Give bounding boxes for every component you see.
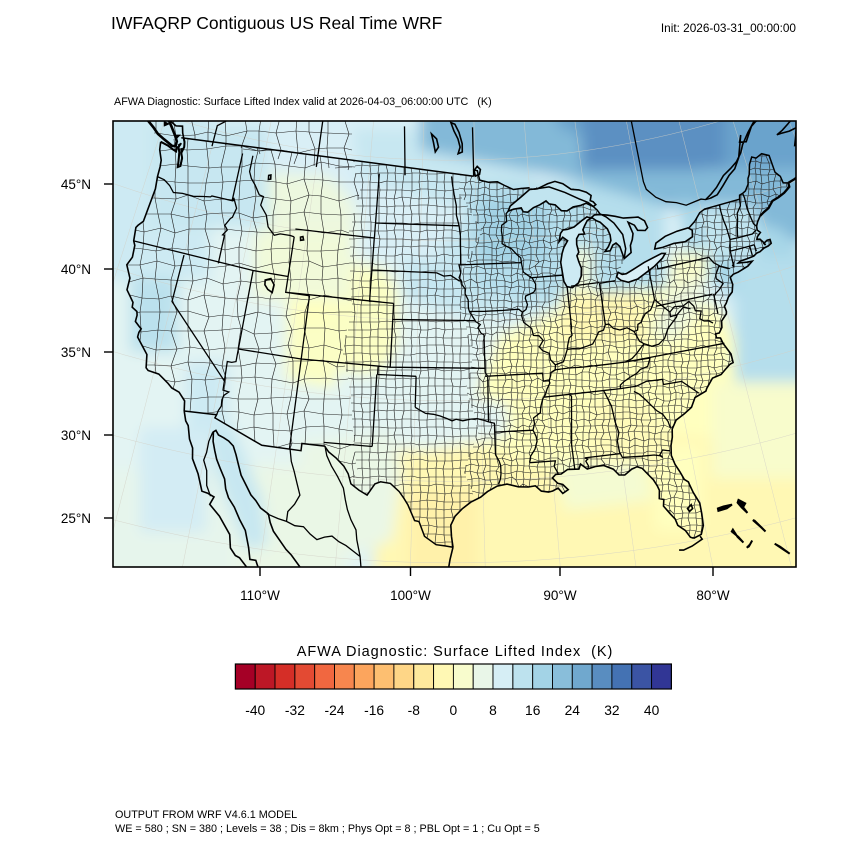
svg-text:-24: -24 — [325, 703, 345, 718]
svg-text:24: 24 — [565, 703, 581, 718]
svg-text:80°W: 80°W — [696, 588, 729, 603]
svg-text:100°W: 100°W — [390, 588, 431, 603]
svg-text:25°N: 25°N — [61, 511, 91, 526]
svg-text:AFWA Diagnostic: Surface Lifte: AFWA Diagnostic: Surface Lifted Index va… — [114, 96, 492, 108]
svg-text:-32: -32 — [285, 703, 305, 718]
svg-text:IWFAQRP Contiguous US Real Tim: IWFAQRP Contiguous US Real Time WRF — [111, 13, 442, 33]
svg-text:0: 0 — [450, 703, 458, 718]
svg-text:110°W: 110°W — [240, 588, 280, 603]
svg-text:40: 40 — [644, 703, 660, 718]
svg-text:90°W: 90°W — [543, 588, 576, 603]
svg-text:AFWA Diagnostic: Surface Lifte: AFWA Diagnostic: Surface Lifted Index (K… — [297, 644, 614, 660]
svg-text:35°N: 35°N — [61, 345, 91, 360]
svg-text:45°N: 45°N — [61, 177, 91, 192]
svg-text:8: 8 — [489, 703, 497, 718]
svg-text:WE = 580 ; SN = 380 ; Levels =: WE = 580 ; SN = 380 ; Levels = 38 ; Dis … — [115, 823, 540, 835]
svg-text:Init: 2026-03-31_00:00:00: Init: 2026-03-31_00:00:00 — [661, 21, 797, 35]
svg-text:-16: -16 — [364, 703, 384, 718]
svg-text:32: 32 — [604, 703, 619, 718]
svg-text:OUTPUT FROM WRF V4.6.1 MODEL: OUTPUT FROM WRF V4.6.1 MODEL — [115, 809, 297, 821]
svg-text:-8: -8 — [408, 703, 421, 718]
svg-text:30°N: 30°N — [61, 428, 91, 443]
svg-text:16: 16 — [525, 703, 541, 718]
svg-text:40°N: 40°N — [61, 262, 91, 277]
svg-text:-40: -40 — [245, 703, 265, 718]
